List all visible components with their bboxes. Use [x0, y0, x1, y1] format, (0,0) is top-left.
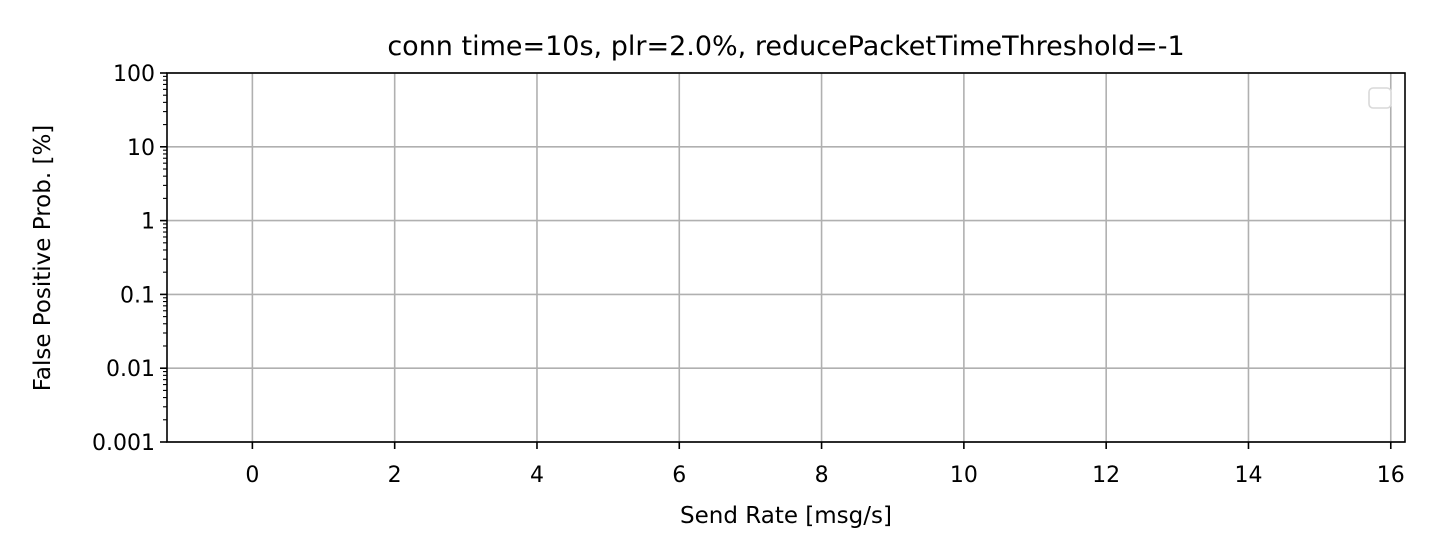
y-tick-label: 10	[127, 136, 155, 161]
x-tick-label: 12	[1092, 463, 1120, 488]
x-tick-label: 4	[530, 463, 544, 488]
y-tick-label: 100	[113, 62, 155, 87]
x-axis-ticks: 0 2 4 6 8 10 12 14 16	[245, 442, 1405, 488]
grid	[167, 72, 1405, 443]
x-tick-label: 6	[672, 463, 686, 488]
x-axis-label: Send Rate [msg/s]	[680, 503, 892, 529]
plot-frame	[166, 72, 1406, 443]
x-tick-label: 10	[950, 463, 978, 488]
y-tick-label: 0.1	[120, 283, 155, 308]
x-tick-label: 8	[815, 463, 829, 488]
chart-title: conn time=10s, plr=2.0%, reducePacketTim…	[387, 31, 1184, 62]
x-tick-label: 2	[388, 463, 402, 488]
y-axis-label: False Positive Prob. [%]	[30, 125, 56, 392]
y-tick-label: 0.001	[92, 431, 155, 456]
x-tick-label: 14	[1234, 463, 1262, 488]
x-tick-label: 0	[245, 463, 259, 488]
y-tick-label: 0.01	[106, 357, 155, 382]
x-tick-label: 16	[1377, 463, 1405, 488]
y-axis-ticks: 0.001 0.01 0.1 1 10 100	[92, 62, 167, 456]
y-tick-label: 1	[141, 210, 155, 235]
legend-box	[1368, 87, 1392, 109]
